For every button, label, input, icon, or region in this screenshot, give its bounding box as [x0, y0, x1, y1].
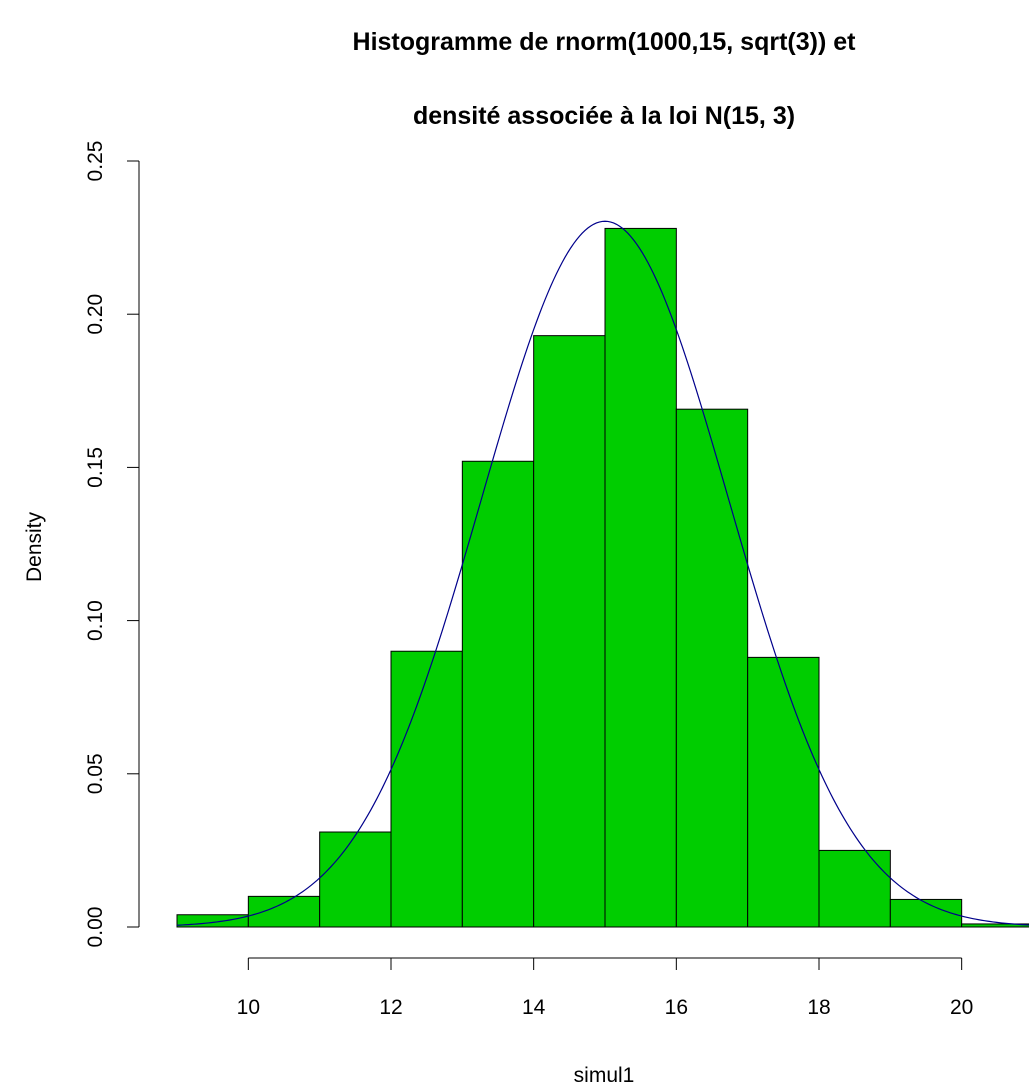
histogram-bar-11 — [961, 923, 1029, 928]
x-tick-label-2: 14 — [522, 996, 546, 1019]
y-axis: 0.00 0.05 0.10 0.15 0.20 0.25 — [84, 141, 140, 948]
histogram-bar-8 — [747, 656, 820, 928]
y-tick-label-4: 0.20 — [84, 294, 107, 335]
y-tick-label-5: 0.25 — [84, 141, 107, 182]
histogram-bars — [176, 227, 1029, 928]
x-tick-label-3: 16 — [665, 996, 688, 1019]
x-axis: 10 12 14 16 18 20 — [237, 957, 973, 1019]
x-tick-label-1: 12 — [379, 996, 402, 1019]
x-tick-label-0: 10 — [237, 996, 260, 1019]
chart-title-line-1: Histogramme de rnorm(1000,15, sqrt(3)) e… — [353, 28, 857, 56]
y-tick-label-1: 0.05 — [84, 753, 107, 794]
x-tick-label-5: 20 — [950, 996, 973, 1019]
y-tick-label-2: 0.10 — [84, 600, 107, 641]
histogram-bar-4 — [461, 460, 535, 928]
histogram-bar-7 — [675, 408, 749, 928]
y-tick-label-0: 0.00 — [84, 907, 107, 948]
y-axis-label: Density — [23, 511, 46, 582]
histogram-bar-9 — [818, 849, 891, 928]
histogram-bar-1 — [247, 895, 321, 928]
chart-title-line-2: densité associée à la loi N(15, 3) — [413, 102, 795, 130]
histogram-bar-6 — [604, 227, 677, 928]
y-tick-label-3: 0.15 — [84, 447, 107, 488]
x-tick-label-4: 18 — [807, 996, 830, 1019]
x-axis-label: simul1 — [574, 1064, 635, 1087]
histogram-bar-2 — [319, 831, 392, 928]
histogram-bar-5 — [533, 335, 606, 928]
density-curve — [176, 220, 1029, 926]
histogram-bar-3 — [390, 650, 463, 928]
